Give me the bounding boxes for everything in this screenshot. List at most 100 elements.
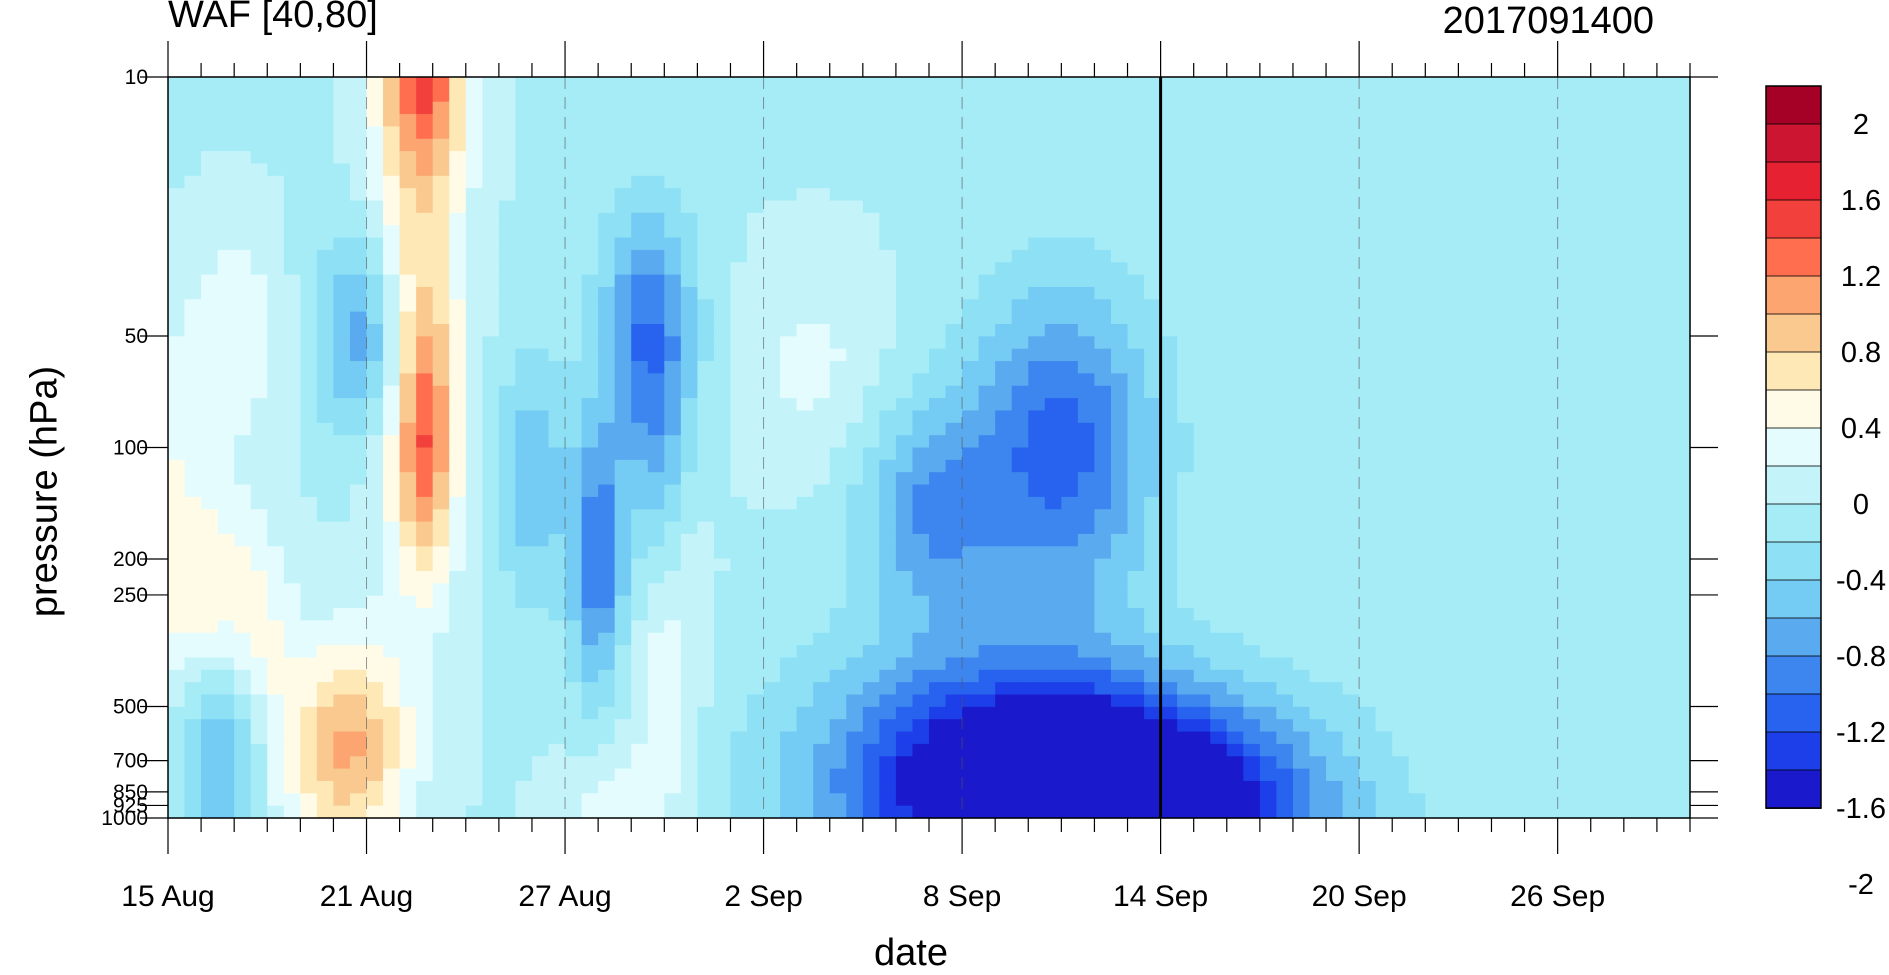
contour-cell	[1342, 558, 1360, 572]
contour-cell	[1508, 447, 1526, 461]
contour-cell	[995, 262, 1013, 276]
contour-cell	[1028, 249, 1046, 263]
contour-cell	[1508, 398, 1526, 412]
contour-cell	[1359, 546, 1377, 560]
contour-cell	[895, 311, 914, 325]
contour-cell	[978, 756, 996, 770]
contour-cell	[482, 583, 500, 597]
contour-cell	[1342, 780, 1360, 794]
contour-cell	[730, 89, 748, 103]
contour-cell	[1441, 509, 1459, 523]
contour-cell	[432, 274, 450, 288]
contour-cell	[1326, 435, 1344, 449]
contour-cell	[581, 361, 599, 374]
contour-cell	[349, 669, 368, 683]
contour-cell	[1243, 608, 1261, 621]
contour-cell	[1044, 77, 1062, 90]
contour-cell	[201, 756, 219, 770]
contour-cell	[1458, 496, 1476, 510]
contour-cell	[267, 719, 285, 733]
contour-cell	[846, 632, 864, 646]
contour-cell	[267, 805, 285, 819]
contour-cell	[1044, 533, 1062, 547]
contour-cell	[1342, 274, 1360, 288]
contour-cell	[763, 126, 781, 140]
contour-cell	[581, 768, 599, 782]
contour-cell	[498, 805, 517, 819]
contour-cell	[763, 682, 781, 696]
contour-cell	[168, 361, 186, 374]
contour-cell	[1474, 77, 1493, 90]
contour-cell	[1342, 126, 1360, 140]
contour-cell	[300, 509, 318, 523]
contour-cell	[267, 595, 285, 609]
contour-cell	[217, 509, 235, 523]
contour-cell	[184, 533, 202, 547]
contour-cell	[664, 521, 682, 535]
contour-cell	[333, 447, 351, 461]
contour-cell	[598, 249, 616, 263]
contour-cell	[300, 669, 318, 683]
contour-cell	[647, 533, 665, 547]
contour-cell	[813, 398, 831, 412]
contour-cell	[250, 657, 268, 671]
contour-cell	[1177, 521, 1195, 535]
contour-cell	[383, 249, 401, 263]
contour-cell	[730, 484, 748, 498]
contour-cell	[1259, 496, 1278, 510]
contour-cell	[1441, 348, 1459, 362]
contour-cell	[763, 669, 781, 683]
contour-cell	[1342, 731, 1360, 745]
contour-cell	[796, 682, 814, 696]
contour-cell	[912, 620, 930, 634]
contour-cell	[879, 422, 897, 436]
contour-cell	[1044, 484, 1062, 498]
contour-cell	[647, 496, 665, 510]
contour-cell	[730, 435, 748, 449]
contour-cell	[995, 225, 1013, 239]
contour-cell	[416, 311, 434, 325]
contour-cell	[929, 583, 947, 597]
contour-cell	[416, 731, 434, 745]
contour-cell	[978, 422, 996, 436]
contour-cell	[680, 533, 698, 547]
contour-cell	[846, 237, 864, 251]
contour-cell	[531, 805, 550, 819]
contour-cell	[763, 496, 781, 510]
contour-cell	[1392, 521, 1410, 535]
contour-cell	[780, 743, 798, 757]
contour-cell	[1028, 373, 1046, 387]
contour-cell	[531, 768, 550, 782]
contour-cell	[482, 138, 500, 152]
contour-cell	[912, 447, 930, 461]
contour-cell	[498, 138, 517, 152]
contour-cell	[283, 780, 301, 794]
contour-cell	[1491, 620, 1509, 634]
contour-cell	[234, 632, 252, 646]
contour-cell	[1259, 595, 1278, 609]
contour-cell	[995, 719, 1013, 733]
contour-cell	[267, 546, 285, 560]
contour-cell	[631, 595, 649, 609]
contour-cell	[1276, 225, 1294, 239]
contour-cell	[316, 385, 335, 399]
contour-cell	[168, 225, 186, 239]
contour-cell	[416, 645, 434, 659]
contour-cell	[416, 249, 434, 263]
contour-cell	[482, 608, 500, 621]
contour-cell	[217, 324, 235, 337]
contour-cell	[316, 632, 335, 646]
contour-cell	[1077, 706, 1096, 720]
contour-cell	[383, 484, 401, 498]
contour-cell	[846, 756, 864, 770]
contour-cell	[1441, 138, 1459, 152]
contour-cell	[1524, 398, 1542, 412]
contour-cell	[1441, 793, 1459, 807]
contour-cell	[1491, 212, 1509, 226]
contour-cell	[862, 583, 880, 597]
contour-cell	[846, 410, 864, 424]
contour-cell	[895, 373, 914, 387]
contour-cell	[267, 496, 285, 510]
contour-cell	[978, 262, 996, 276]
contour-cell	[482, 447, 500, 461]
